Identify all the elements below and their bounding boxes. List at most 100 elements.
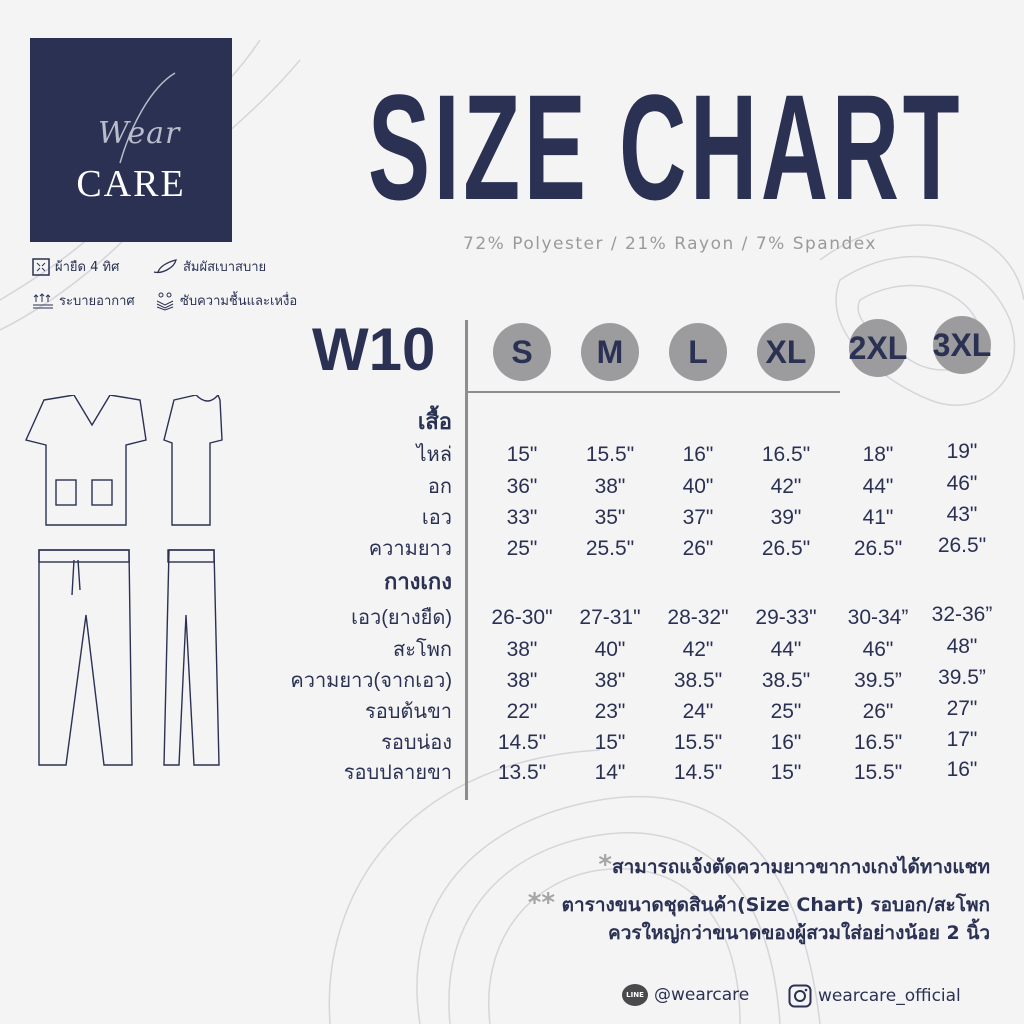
size-cell: 48" xyxy=(946,635,978,658)
feature-moisture: ซับความชื้นและเหงื่อ xyxy=(155,290,297,311)
size-cell: 38" xyxy=(594,669,626,692)
size-cell: 14" xyxy=(594,761,626,784)
instagram-handle: wearcare_official xyxy=(818,986,961,1006)
size-cell: 26" xyxy=(862,700,894,723)
feature-label: ซับความชื้นและเหงื่อ xyxy=(180,294,298,309)
breathable-icon xyxy=(33,292,53,308)
size-badge-l: L xyxy=(669,323,727,381)
size-cell: 38.5" xyxy=(673,669,723,692)
size-cell: 29-33" xyxy=(755,606,817,629)
logo-wear: Wear xyxy=(98,116,181,151)
row-label: ความยาว(จากเอว) xyxy=(290,670,452,692)
size-cell: 16.5" xyxy=(853,731,903,754)
row-label: เอว xyxy=(421,507,452,529)
size-cell: 38.5" xyxy=(761,669,811,692)
size-cell: 15.5" xyxy=(673,731,723,754)
size-badge-m: M xyxy=(581,323,639,381)
size-cell: 39" xyxy=(770,506,802,529)
size-cell: 13.5" xyxy=(497,761,547,784)
note-2-line2: ควรใหญ่กว่าขนาดของผู้สวมใส่อย่างน้อย 2 น… xyxy=(607,922,990,944)
size-cell: 25" xyxy=(770,700,802,723)
size-cell: 26" xyxy=(682,537,714,560)
row-label: ไหล่ xyxy=(416,444,453,466)
size-cell: 38" xyxy=(506,669,538,692)
size-cell: 42" xyxy=(682,638,714,661)
size-cell: 24" xyxy=(682,700,714,723)
size-cell: 14.5" xyxy=(673,761,723,784)
section-title: กางเกง xyxy=(384,569,452,594)
size-cell: 40" xyxy=(682,475,714,498)
size-cell: 30-34” xyxy=(847,606,909,629)
row-label: อก xyxy=(427,476,452,498)
size-cell: 22" xyxy=(506,700,538,723)
size-cell: 26-30" xyxy=(491,606,553,629)
feature-stretch: ผ้ายืด 4 ทิศ xyxy=(32,256,119,277)
logo-care: CARE xyxy=(76,163,186,205)
logo-swoosh xyxy=(119,72,176,164)
size-cell: 17" xyxy=(946,728,978,751)
divider-vertical xyxy=(465,320,468,800)
size-cell: 46" xyxy=(946,472,978,495)
section-title: เสื้อ xyxy=(417,409,452,434)
instagram-contact[interactable]: wearcare_official xyxy=(788,984,961,1008)
size-cell: 42" xyxy=(770,475,802,498)
size-cell: 37" xyxy=(682,506,714,529)
size-cell: 15" xyxy=(594,731,626,754)
size-cell: 15" xyxy=(770,761,802,784)
size-cell: 26.5" xyxy=(937,534,987,557)
size-cell: 16" xyxy=(946,758,978,781)
note-2: ** ตารางขนาดชุดสินค้า(Size Chart) รอบอก/… xyxy=(528,890,990,918)
model-code: W10 xyxy=(312,316,436,383)
feature-label: สัมผัสเบาสบาย xyxy=(183,260,267,275)
size-cell: 36" xyxy=(506,475,538,498)
size-cell: 25" xyxy=(506,537,538,560)
size-badge-3xl: 3XL xyxy=(933,316,991,374)
size-cell: 27-31" xyxy=(579,606,641,629)
feather-icon xyxy=(153,258,177,273)
size-cell: 38" xyxy=(506,638,538,661)
size-badge-2xl: 2XL xyxy=(849,319,907,377)
size-cell: 23" xyxy=(594,700,626,723)
stretch-icon xyxy=(32,257,50,276)
size-cell: 33" xyxy=(506,506,538,529)
size-cell: 18" xyxy=(862,443,894,466)
size-cell: 26.5" xyxy=(853,537,903,560)
size-cell: 16" xyxy=(682,443,714,466)
fabric-composition: 72% Polyester / 21% Rayon / 7% Spandex xyxy=(463,234,877,254)
feature-label: ผ้ายืด 4 ทิศ xyxy=(55,260,120,275)
divider-horizontal xyxy=(468,391,840,393)
asterisk-mark: ** xyxy=(527,888,555,918)
size-cell: 16" xyxy=(770,731,802,754)
size-cell: 15.5" xyxy=(585,443,635,466)
instagram-icon xyxy=(788,984,812,1008)
size-cell: 27" xyxy=(946,697,978,720)
feature-breathable: ระบายอากาศ xyxy=(32,290,135,311)
size-cell: 19" xyxy=(946,440,978,463)
size-cell: 39.5” xyxy=(854,669,902,692)
size-cell: 40" xyxy=(594,638,626,661)
row-label: เอว(ยางยืด) xyxy=(351,607,452,629)
size-cell: 39.5” xyxy=(938,666,986,689)
size-cell: 15" xyxy=(506,443,538,466)
size-cell: 41" xyxy=(862,506,894,529)
size-cell: 25.5" xyxy=(585,537,635,560)
garment-illustration xyxy=(25,395,223,766)
size-cell: 44" xyxy=(770,638,802,661)
row-label: รอบต้นขา xyxy=(364,701,452,723)
feature-label: ระบายอากาศ xyxy=(59,294,135,309)
line-contact[interactable]: LINE @wearcare xyxy=(622,984,749,1006)
size-badge-xl: XL xyxy=(757,323,815,381)
size-cell: 28-32" xyxy=(667,606,729,629)
row-label: รอบปลายขา xyxy=(343,762,452,784)
size-cell: 43" xyxy=(946,503,978,526)
row-label: สะโพก xyxy=(393,639,452,661)
page-title: SIZE CHART xyxy=(368,63,964,231)
size-cell: 14.5" xyxy=(497,731,547,754)
size-badge-s: S xyxy=(493,323,551,381)
row-label: รอบน่อง xyxy=(381,732,452,754)
line-handle: @wearcare xyxy=(654,985,750,1005)
note-2-line1: ตารางขนาดชุดสินค้า(Size Chart) รอบอก/สะโ… xyxy=(561,894,990,916)
size-cell: 26.5" xyxy=(761,537,811,560)
note-1-text: สามารถแจ้งตัดความยาวขากางเกงได้ทางแชท xyxy=(612,856,990,878)
moisture-icon xyxy=(156,292,174,311)
